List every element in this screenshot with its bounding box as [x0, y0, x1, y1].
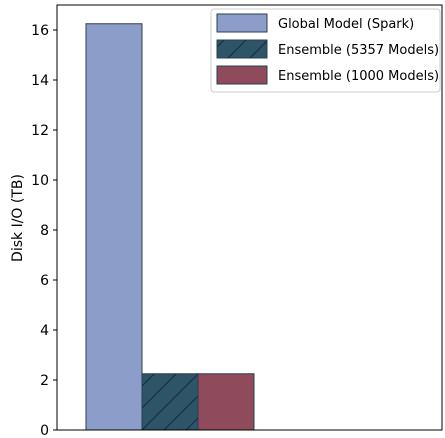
legend-label-2: Ensemble (5357 Models)	[278, 43, 439, 58]
legend-label-1: Global Model (Spark)	[278, 17, 414, 32]
y-tick-label: 8	[40, 223, 49, 239]
y-tick-label: 14	[31, 73, 49, 89]
y-tick-label: 10	[31, 173, 49, 189]
y-tick-label: 16	[31, 23, 49, 39]
bar-3	[197, 373, 255, 431]
legend: Global Model (Spark) Ensemble (5357 Model…	[210, 8, 441, 93]
y-axis-label: Disk I/O (TB)	[10, 174, 26, 262]
legend-box	[210, 8, 441, 93]
y-tick-label: 0	[40, 423, 49, 438]
y-tick-label: 2	[40, 373, 49, 389]
y-tick-label: 6	[40, 273, 49, 289]
y-axis-ticks: 0 2 4 6 8 10 12 14 16	[31, 23, 57, 438]
plot-frame	[56, 4, 443, 431]
bar-1	[85, 23, 143, 431]
bar-hatch-2	[142, 373, 198, 430]
y-tick-label: 12	[31, 123, 49, 139]
legend-swatch-hatch-2	[217, 40, 267, 58]
legend-swatch-3	[216, 65, 268, 85]
y-tick-label: 4	[40, 323, 49, 339]
bars	[85, 23, 255, 431]
legend-swatch-1	[216, 13, 268, 33]
legend-label-3: Ensemble (1000 Models)	[278, 69, 439, 84]
